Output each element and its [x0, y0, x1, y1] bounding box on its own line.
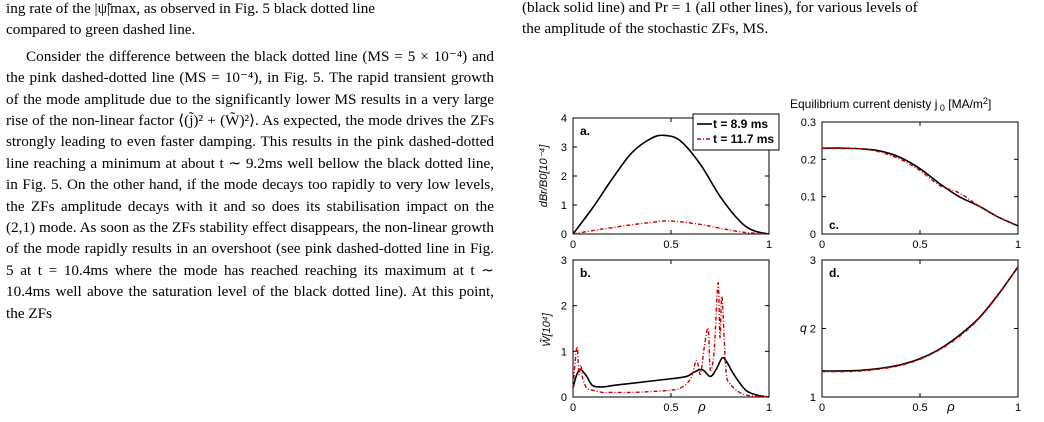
- y-tick-label: 2: [561, 301, 567, 313]
- x-tick-label: 0.5: [912, 402, 927, 414]
- y-tick-label: 0.3: [801, 117, 816, 129]
- panel-c-label: c.: [829, 218, 839, 232]
- panel-a: a. dBr/B0[10⁻⁴] 0 1 2 3 4 0 0.5 1 t = 8.9 ms t …: [538, 113, 780, 251]
- x-tick-label: 0.5: [912, 239, 927, 251]
- series-line-1: [572, 356, 770, 398]
- figure-column: (black solid line) and Pr = 1 (all other…: [522, 0, 1038, 40]
- paragraph-line: ing rate of the |ψ̃|max, as observed in …: [6, 0, 376, 17]
- panel-d-label: d.: [829, 266, 840, 280]
- series-line-2: [572, 282, 770, 398]
- y-tick-label: 2: [810, 324, 816, 336]
- panel-c: Equilibrium current denisty j 0 [MA/m2] …: [790, 96, 1021, 251]
- panel-a-ylabel: dBr/B0[10⁻⁴]: [538, 144, 550, 207]
- series-line-1: [821, 266, 1019, 372]
- panel-b-label: b.: [580, 266, 591, 280]
- x-tick-label: 0: [819, 239, 825, 251]
- x-tick-label: 0.5: [663, 239, 678, 251]
- y-tick-label: 3: [810, 255, 816, 267]
- x-tick-label: 1: [766, 239, 772, 251]
- x-axis-label: ρ: [946, 399, 955, 414]
- y-tick-label: 2: [561, 171, 567, 183]
- y-tick-label: 0.1: [801, 192, 816, 204]
- series-line-2: [821, 266, 1019, 373]
- legend-entry-2: t = 11.7 ms: [713, 132, 774, 146]
- panel-c-title: Equilibrium current denisty j 0 [MA/m2]: [790, 96, 991, 113]
- y-tick-label: 0: [810, 229, 816, 241]
- series-line-2: [821, 147, 1019, 227]
- caption-line: (black solid line) and Pr = 1 (all other…: [522, 0, 918, 16]
- series-line-2: [572, 220, 770, 235]
- y-tick-label: 1: [561, 346, 567, 358]
- x-tick-label: 0: [819, 402, 825, 414]
- x-axis-label: ρ: [697, 399, 706, 414]
- legend-entry-1: t = 8.9 ms: [713, 117, 768, 131]
- legend: t = 8.9 ms t = 11.7 ms: [692, 113, 780, 151]
- y-tick-label: 3: [561, 142, 567, 154]
- x-tick-label: 1: [1015, 239, 1021, 251]
- panel-a-label: a.: [580, 124, 590, 138]
- y-tick-label: 1: [561, 200, 567, 212]
- y-tick-label: 1: [810, 392, 816, 404]
- x-tick-label: 1: [1015, 402, 1021, 414]
- series-line-1: [572, 134, 770, 235]
- series-line-1: [821, 147, 1019, 227]
- y-tick-label: 4: [561, 113, 567, 125]
- panel-b-ylabel: W̃[10⁴]: [540, 312, 553, 346]
- x-tick-label: 0: [570, 239, 576, 251]
- x-tick-label: 0.5: [663, 402, 678, 414]
- panel-d-ylabel: q: [800, 321, 807, 335]
- panel-d: d. q 1 2 3 0 0.5 ρ 1: [800, 255, 1021, 414]
- x-tick-label: 0: [570, 402, 576, 414]
- body-text-column: ing rate of the |ψ̃|max, as observed in …: [6, 0, 494, 324]
- paragraph: Consider the difference between the blac…: [6, 47, 494, 322]
- y-tick-label: 0.2: [801, 154, 816, 166]
- y-tick-label: 0: [561, 229, 567, 241]
- x-tick-label: 1: [766, 402, 772, 414]
- paragraph-line: compared to green dashed line.: [6, 21, 196, 39]
- y-tick-label: 3: [561, 255, 567, 267]
- panel-b: b. W̃[10⁴] 0 1 2 3 0 0.5 ρ 1: [540, 255, 772, 414]
- y-tick-label: 0: [561, 392, 567, 404]
- caption-line: the amplitude of the stochastic ZFs, MS.: [522, 20, 769, 38]
